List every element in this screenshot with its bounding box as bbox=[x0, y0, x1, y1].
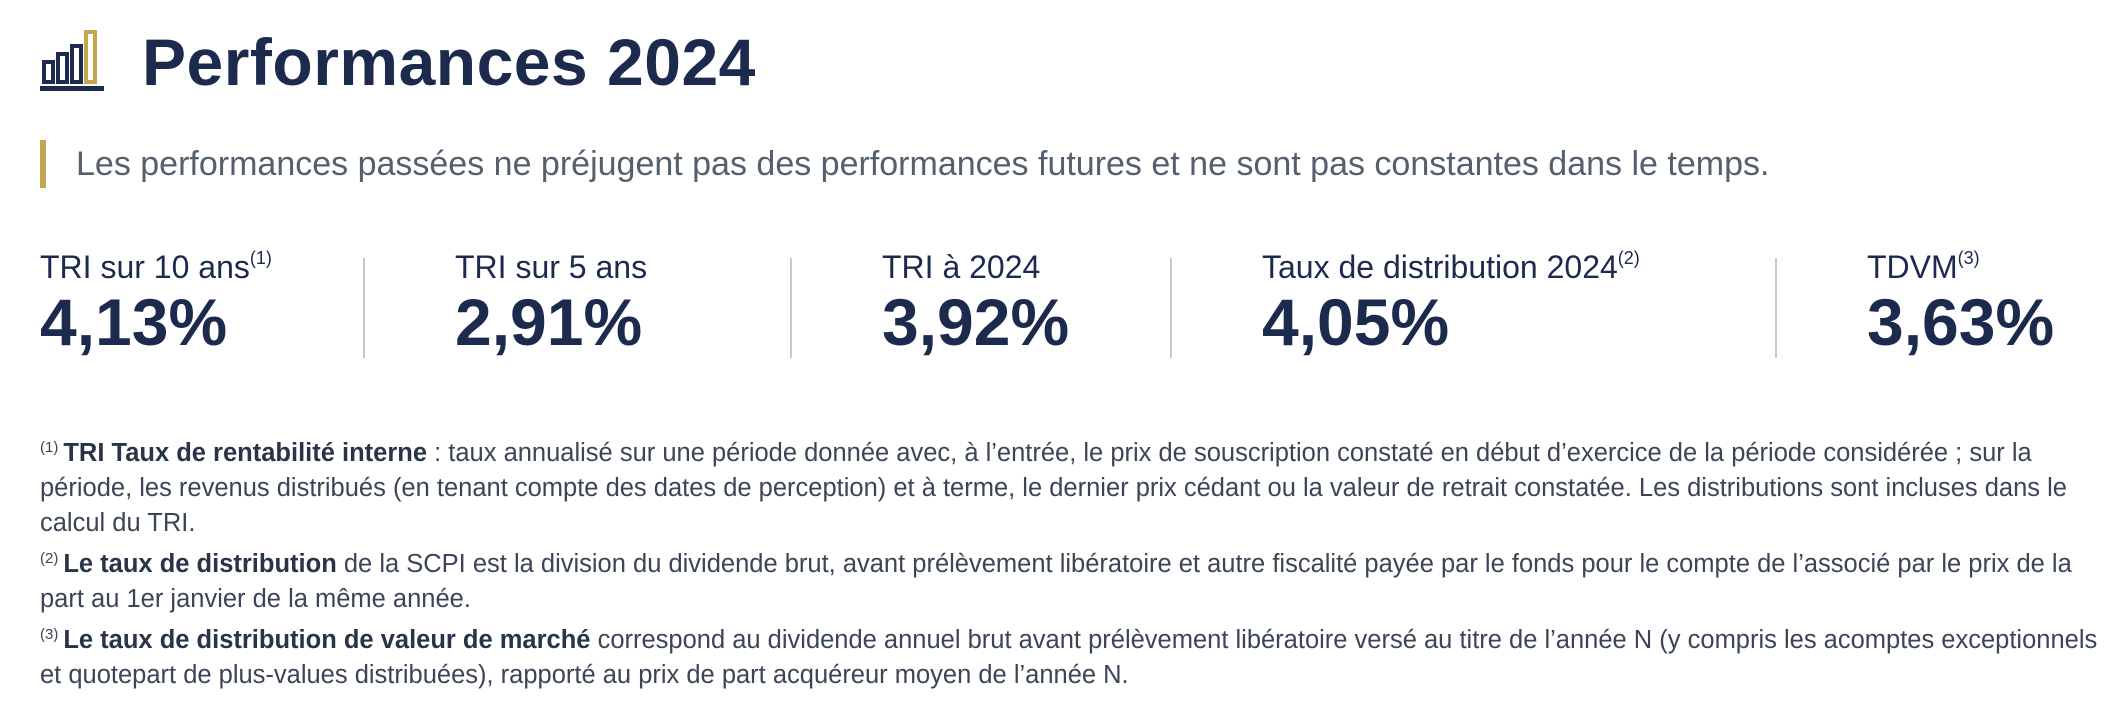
performance-disclaimer: Les performances passées ne préjugent pa… bbox=[40, 140, 1769, 188]
kpi-tri-10-ans: TRI sur 10 ans(1) 4,13% bbox=[40, 248, 272, 358]
kpi-label: TRI sur 10 ans(1) bbox=[40, 248, 272, 285]
kpi-value: 4,05% bbox=[1262, 285, 1450, 360]
kpi-label: Taux de distribution 2024(2) bbox=[1262, 248, 1640, 285]
kpi-divider bbox=[1170, 258, 1172, 358]
kpi-tdvm: TDVM(3) 3,63% bbox=[1867, 248, 2054, 358]
page-title: Performances 2024 bbox=[142, 25, 756, 99]
kpi-divider bbox=[1775, 258, 1777, 358]
kpi-label: TDVM(3) bbox=[1867, 248, 1980, 285]
kpi-taux-distribution: Taux de distribution 2024(2) 4,05% bbox=[1262, 248, 1640, 358]
kpi-label: TRI à 2024 bbox=[882, 249, 1041, 285]
kpi-value: 3,92% bbox=[882, 285, 1070, 360]
disclaimer-text: Les performances passées ne préjugent pa… bbox=[76, 144, 1770, 183]
kpi-value: 4,13% bbox=[40, 285, 228, 360]
kpi-tri-5-ans: TRI sur 5 ans 2,91% bbox=[455, 248, 647, 358]
footnote-3: (3) Le taux de distribution de valeur de … bbox=[40, 626, 2098, 689]
kpi-divider bbox=[790, 258, 792, 358]
kpi-label: TRI sur 5 ans bbox=[455, 249, 648, 285]
kpi-row: TRI sur 10 ans(1) 4,13% TRI sur 5 ans 2,… bbox=[40, 248, 2090, 358]
bar-chart-icon bbox=[40, 30, 104, 91]
kpi-tri-2024: TRI à 2024 3,92% bbox=[882, 248, 1069, 358]
footnote-1: (1) TRI Taux de rentabilité interne : tau… bbox=[40, 439, 2067, 537]
footnote-2: (2) Le taux de distribution de la SCPI es… bbox=[40, 550, 2072, 613]
kpi-divider bbox=[363, 258, 365, 358]
kpi-value: 3,63% bbox=[1867, 285, 2055, 360]
page-header: Performances 2024 bbox=[40, 28, 756, 96]
kpi-value: 2,91% bbox=[455, 285, 643, 360]
footnotes: (1) TRI Taux de rentabilité interne : tau… bbox=[40, 430, 2100, 693]
